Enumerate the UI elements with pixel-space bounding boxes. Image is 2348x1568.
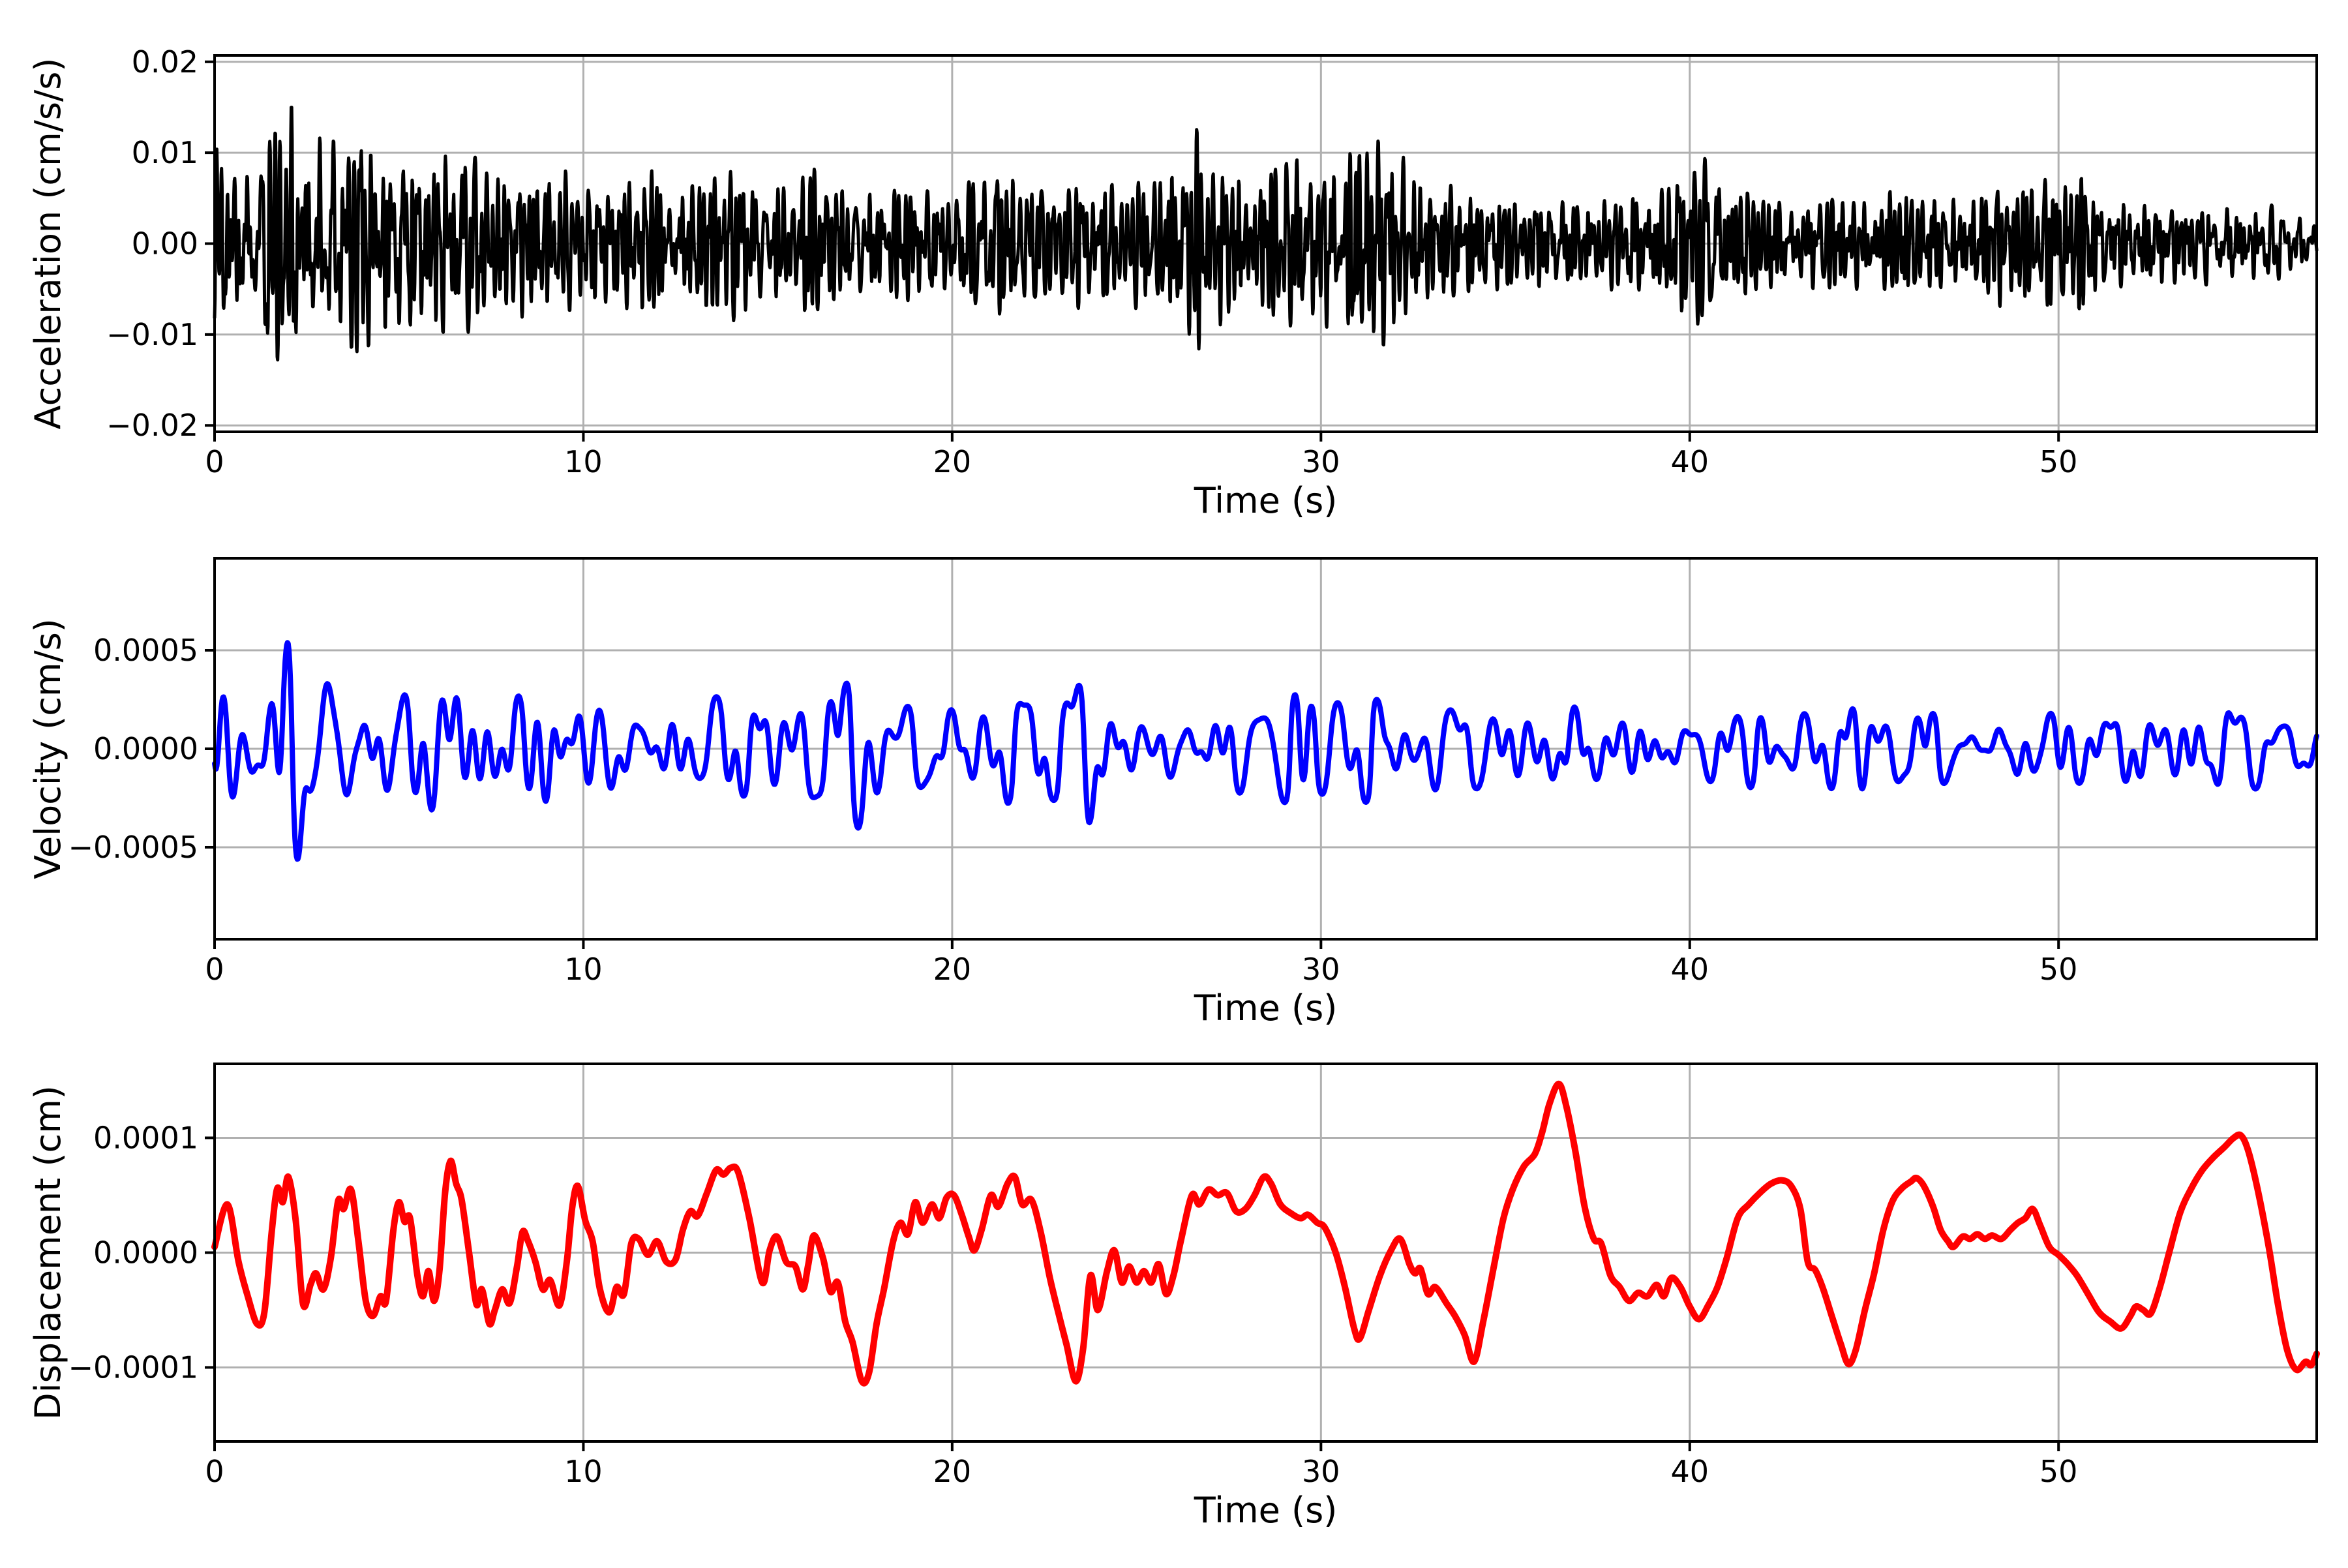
acceleration-y-tick-label: −0.01 bbox=[106, 317, 198, 352]
subplot-displacement: 0 10 20 30 40 50 0.0001 0.0000 −0.0001 Time (s) Di… bbox=[27, 1063, 2320, 1531]
displacement-x-tick-label: 50 bbox=[2039, 1454, 2078, 1489]
velocity-yaxis-title: Velocity (cm/s) bbox=[27, 618, 68, 879]
velocity-trace bbox=[212, 640, 2319, 862]
displacement-x-tick-label: 30 bbox=[1302, 1454, 1340, 1489]
velocity-y-tick-label: 0.0005 bbox=[93, 633, 198, 668]
displacement-x-tick-label: 20 bbox=[933, 1454, 972, 1489]
velocity-x-tick-label: 50 bbox=[2039, 952, 2078, 987]
velocity-x-tick-label: 30 bbox=[1302, 952, 1340, 987]
velocity-x-tick-label: 10 bbox=[564, 952, 603, 987]
velocity-x-tick-label: 0 bbox=[205, 952, 224, 987]
acceleration-y-tick-label: 0.02 bbox=[132, 44, 198, 80]
acceleration-x-tick-label: 10 bbox=[564, 444, 603, 479]
displacement-y-tick-label: −0.0001 bbox=[68, 1349, 199, 1385]
subplot-acceleration: 0 10 20 30 40 50 0.02 0.01 0.00 −0.01 −0.02 Time (s… bbox=[27, 44, 2319, 521]
subplot-velocity: 0 10 20 30 40 50 0.0005 0.0000 −0.0005 Time (s) Ve… bbox=[27, 557, 2319, 1029]
velocity-x-tick-label: 40 bbox=[1670, 952, 1709, 987]
acceleration-yaxis-title: Acceleration (cm/s/s) bbox=[27, 58, 68, 430]
tick-marks bbox=[205, 60, 2060, 442]
displacement-yaxis-title: Displacement (cm) bbox=[27, 1085, 68, 1420]
acceleration-x-tick-label: 40 bbox=[1670, 444, 1709, 479]
acceleration-y-tick-label: 0.00 bbox=[132, 226, 198, 262]
displacement-x-tick-label: 0 bbox=[205, 1454, 224, 1489]
displacement-trace bbox=[211, 1080, 2320, 1387]
tick-marks bbox=[205, 649, 2060, 949]
acceleration-trace bbox=[213, 106, 2319, 362]
displacement-y-tick-label: 0.0001 bbox=[93, 1121, 198, 1156]
acceleration-x-tick-label: 20 bbox=[933, 444, 972, 479]
acceleration-y-tick-label: −0.02 bbox=[106, 408, 198, 443]
displacement-x-tick-label: 10 bbox=[564, 1454, 603, 1489]
acceleration-x-tick-label: 0 bbox=[205, 444, 224, 479]
acceleration-x-tick-label: 50 bbox=[2039, 444, 2078, 479]
velocity-y-tick-label: −0.0005 bbox=[68, 830, 199, 865]
acceleration-y-tick-label: 0.01 bbox=[132, 135, 198, 170]
displacement-x-tick-label: 40 bbox=[1670, 1454, 1709, 1489]
displacement-y-tick-label: 0.0000 bbox=[93, 1235, 198, 1271]
tick-marks bbox=[205, 1136, 2060, 1451]
velocity-x-tick-label: 20 bbox=[933, 952, 972, 987]
velocity-xaxis-title: Time (s) bbox=[1194, 988, 1338, 1029]
displacement-xaxis-title: Time (s) bbox=[1194, 1490, 1338, 1531]
acceleration-x-tick-label: 30 bbox=[1302, 444, 1340, 479]
velocity-y-tick-label: 0.0000 bbox=[93, 731, 198, 766]
acceleration-xaxis-title: Time (s) bbox=[1194, 480, 1338, 521]
